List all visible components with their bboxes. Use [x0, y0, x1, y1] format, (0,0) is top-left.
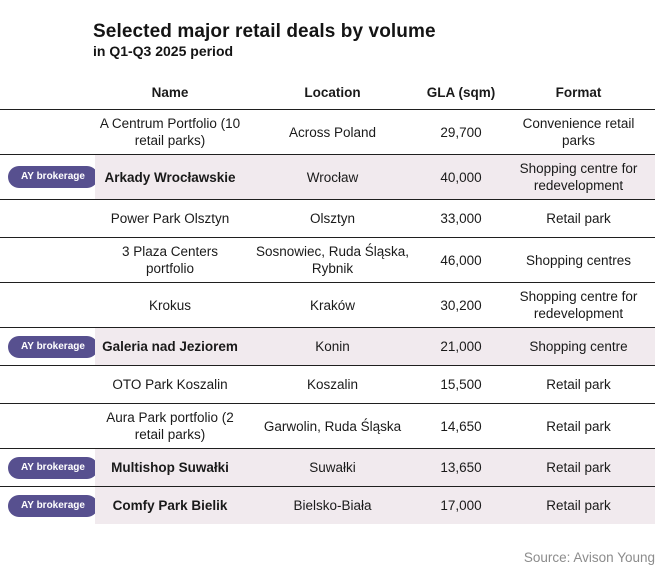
column-header-location: Location: [304, 85, 361, 100]
deal-format: Shopping centres: [525, 252, 632, 268]
deal-location: Bielsko-Biała: [245, 487, 420, 524]
badge-cell: [0, 110, 95, 154]
deal-name: Galeria nad Jeziorem: [95, 328, 245, 365]
table-header-row: Name Location GLA (sqm) Format: [0, 78, 655, 109]
table-row: AY brokerage Arkady Wrocławskie Wrocław …: [0, 155, 655, 200]
table-row: AY brokerage Galeria nad Jeziorem Konin …: [0, 328, 655, 366]
deal-name: Multishop Suwałki: [95, 449, 245, 486]
deal-format: Shopping centre for redevelopment: [519, 289, 638, 321]
deal-gla: 29,700: [440, 124, 482, 140]
table-row: Power Park Olsztyn Olsztyn 33,000 Retail…: [0, 200, 655, 238]
deal-format: Retail park: [502, 487, 655, 524]
table-row: OTO Park Koszalin Koszalin 15,500 Retail…: [0, 366, 655, 404]
deal-gla: 13,650: [420, 449, 502, 486]
badge-cell: [0, 404, 95, 448]
deal-gla: 40,000: [420, 155, 502, 199]
ay-brokerage-badge: AY brokerage: [8, 166, 98, 188]
deal-gla: 17,000: [420, 487, 502, 524]
deal-gla: 15,500: [440, 377, 482, 392]
ay-brokerage-badge: AY brokerage: [8, 494, 98, 517]
header-badge-spacer: [0, 78, 95, 109]
deal-name: OTO Park Koszalin: [112, 377, 228, 392]
table-row: AY brokerage Comfy Park Bielik Bielsko-B…: [0, 487, 655, 524]
column-header-gla: GLA (sqm): [426, 85, 496, 100]
deal-name: Power Park Olsztyn: [110, 211, 230, 226]
column-header-name: Name: [151, 85, 189, 100]
column-header-format: Format: [555, 85, 602, 100]
deal-location: Garwolin, Ruda Śląska: [263, 418, 402, 434]
source-note: Source: Avison Young: [523, 550, 655, 565]
badge-cell: AY brokerage: [0, 155, 98, 199]
table-row: Aura Park portfolio (2 retail parks) Gar…: [0, 404, 655, 449]
deal-format: Shopping centre: [502, 328, 655, 365]
deal-gla: 33,000: [440, 211, 482, 226]
deal-location: Konin: [245, 328, 420, 365]
badge-cell: AY brokerage: [0, 487, 98, 524]
deal-name: Comfy Park Bielik: [95, 487, 245, 524]
deal-name: Krokus: [148, 297, 192, 313]
table-row: A Centrum Portfolio (10 retail parks) Ac…: [0, 109, 655, 155]
table-row: 3 Plaza Centers portfolio Sosnowiec, Rud…: [0, 238, 655, 283]
deals-table: Name Location GLA (sqm) Format A Centrum…: [0, 78, 655, 524]
deal-name: Arkady Wrocławskie: [95, 155, 245, 199]
deal-format: Retail park: [546, 211, 611, 226]
table-body: A Centrum Portfolio (10 retail parks) Ac…: [0, 109, 655, 524]
deal-gla: 14,650: [440, 418, 482, 434]
deal-format: Retail park: [546, 377, 611, 392]
deal-location: Koszalin: [306, 377, 359, 392]
deal-gla: 46,000: [440, 252, 482, 268]
badge-cell: AY brokerage: [0, 449, 98, 486]
badge-cell: [0, 283, 95, 327]
deal-gla: 30,200: [440, 297, 482, 313]
deal-name: Aura Park portfolio (2 retail parks): [106, 410, 234, 442]
badge-cell: AY brokerage: [0, 328, 98, 365]
title-block: Selected major retail deals by volume in…: [0, 0, 665, 60]
ay-brokerage-badge: AY brokerage: [8, 456, 98, 479]
deal-location: Suwałki: [245, 449, 420, 486]
deal-format: Shopping centre for redevelopment: [502, 155, 655, 199]
table-row: AY brokerage Multishop Suwałki Suwałki 1…: [0, 449, 655, 487]
badge-cell: [0, 366, 95, 403]
deal-gla: 21,000: [420, 328, 502, 365]
deal-format: Convenience retail parks: [522, 116, 635, 148]
deal-location: Olsztyn: [309, 211, 355, 226]
badge-cell: [0, 238, 95, 282]
deal-name: 3 Plaza Centers portfolio: [121, 244, 219, 276]
badge-cell: [0, 200, 95, 237]
deal-name: A Centrum Portfolio (10 retail parks): [99, 116, 241, 148]
deal-location: Kraków: [309, 297, 355, 313]
deal-location: Sosnowiec, Ruda Śląska, Rybnik: [255, 244, 410, 276]
deal-format: Retail park: [502, 449, 655, 486]
deal-location: Wrocław: [245, 155, 420, 199]
table-row: Krokus Kraków 30,200 Shopping centre for…: [0, 283, 655, 328]
page-title: Selected major retail deals by volume: [93, 21, 436, 42]
deal-location: Across Poland: [288, 124, 377, 140]
page-subtitle: in Q1-Q3 2025 period: [93, 43, 234, 59]
ay-brokerage-badge: AY brokerage: [8, 335, 98, 358]
deal-format: Retail park: [546, 418, 611, 434]
